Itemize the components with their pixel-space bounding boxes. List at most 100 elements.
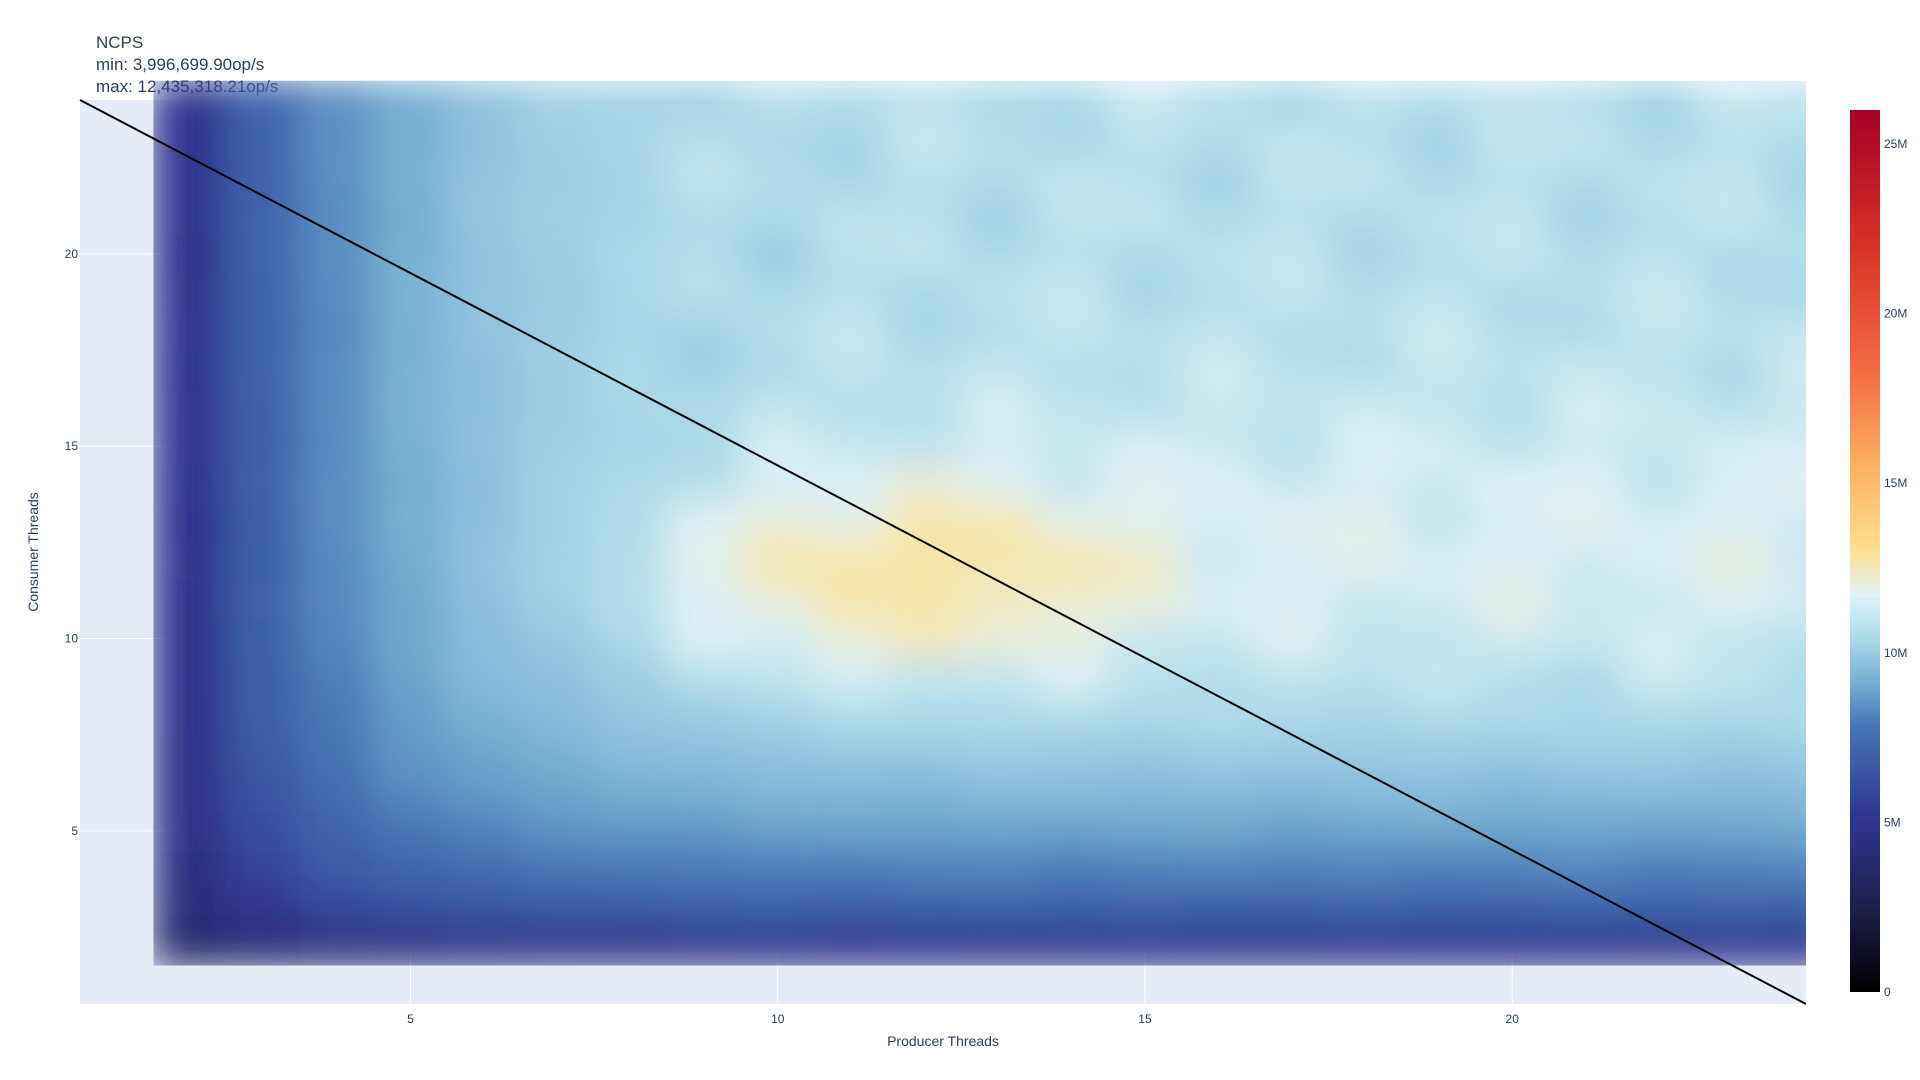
heatmap-cell bbox=[1621, 849, 1697, 890]
heatmap-cell bbox=[1327, 733, 1404, 775]
heatmap-cell bbox=[1180, 502, 1257, 544]
heatmap-cell bbox=[1694, 195, 1771, 236]
colorbar-tick-label: 15M bbox=[1884, 476, 1907, 490]
heatmap-cell bbox=[666, 118, 743, 159]
heatmap-cell bbox=[446, 80, 522, 121]
heatmap-cell bbox=[372, 272, 449, 313]
heatmap-cell bbox=[1107, 618, 1183, 659]
heatmap-cell bbox=[1254, 272, 1330, 313]
heatmap-cell bbox=[1474, 464, 1550, 505]
heatmap-cell bbox=[225, 156, 302, 198]
heatmap-cell bbox=[1254, 195, 1330, 236]
heatmap-cell bbox=[153, 810, 228, 852]
heatmap-cell bbox=[1401, 849, 1477, 890]
heatmap-cell bbox=[519, 272, 596, 313]
heatmap-cell bbox=[299, 541, 375, 582]
heatmap-cell bbox=[1547, 733, 1624, 775]
heatmap-cell bbox=[1327, 810, 1404, 852]
heatmap-cell bbox=[1327, 464, 1404, 505]
heatmap-cell bbox=[1327, 195, 1404, 236]
heatmap-cell bbox=[225, 387, 302, 428]
heatmap-cell bbox=[153, 195, 228, 236]
heatmap-cell-group bbox=[153, 80, 1807, 966]
heatmap-cell bbox=[1327, 118, 1404, 159]
heatmap-cell bbox=[1327, 772, 1404, 813]
heatmap-cell bbox=[1107, 541, 1183, 582]
heatmap-cell bbox=[372, 695, 449, 736]
heatmap-cell bbox=[960, 733, 1036, 775]
heatmap-cell bbox=[666, 541, 743, 582]
heatmap-cell bbox=[1033, 849, 1110, 890]
heatmap-cell bbox=[593, 926, 669, 966]
heatmap-cell bbox=[1768, 80, 1807, 121]
heatmap-cell bbox=[1621, 618, 1697, 659]
heatmap-cell bbox=[446, 272, 522, 313]
heatmap-cell bbox=[372, 502, 449, 544]
heatmap-cell bbox=[1694, 464, 1771, 505]
heatmap-cell bbox=[1254, 464, 1330, 505]
heatmap-cell bbox=[1768, 233, 1807, 275]
heatmap-cell bbox=[1547, 695, 1624, 736]
heatmap-cell bbox=[1327, 618, 1404, 659]
heatmap-cell bbox=[1694, 618, 1771, 659]
heatmap-cell bbox=[1768, 195, 1807, 236]
heatmap-cell bbox=[1621, 502, 1697, 544]
heatmap-cell bbox=[666, 926, 743, 966]
colorbar-tick-label: 5M bbox=[1884, 815, 1901, 829]
heatmap-cell bbox=[1107, 272, 1183, 313]
heatmap-cell bbox=[666, 80, 743, 121]
heatmap-cell bbox=[1107, 233, 1183, 275]
heatmap-cell bbox=[960, 656, 1036, 698]
heatmap-cell bbox=[1474, 656, 1550, 698]
x-tick-label: 5 bbox=[407, 1012, 414, 1026]
heatmap-cell bbox=[1547, 772, 1624, 813]
heatmap-cell bbox=[1474, 733, 1550, 775]
heatmap-cell bbox=[1474, 887, 1550, 929]
heatmap-cell bbox=[1694, 118, 1771, 159]
heatmap-cell bbox=[1327, 887, 1404, 929]
heatmap-cell bbox=[1254, 118, 1330, 159]
heatmap-cell bbox=[960, 618, 1036, 659]
heatmap-cell bbox=[1621, 772, 1697, 813]
y-axis-title: Consumer Threads bbox=[25, 492, 41, 612]
heatmap-cell bbox=[1033, 310, 1110, 352]
heatmap-cell bbox=[1474, 926, 1550, 966]
chart-title: NCPS bbox=[96, 33, 144, 52]
heatmap-cell bbox=[593, 464, 669, 505]
heatmap-cell bbox=[1768, 849, 1807, 890]
heatmap-cell bbox=[446, 233, 522, 275]
heatmap-cell bbox=[1107, 733, 1183, 775]
heatmap-cell bbox=[1768, 733, 1807, 775]
heatmap-cell bbox=[446, 195, 522, 236]
heatmap-cell bbox=[593, 541, 669, 582]
heatmap-cell bbox=[1254, 926, 1330, 966]
heatmap-cell bbox=[299, 80, 375, 121]
heatmap-cell bbox=[593, 656, 669, 698]
heatmap-cell bbox=[1547, 310, 1624, 352]
heatmap-cell bbox=[1107, 926, 1183, 966]
heatmap-cell bbox=[299, 926, 375, 966]
heatmap-cell bbox=[153, 656, 228, 698]
heatmap-cell bbox=[1107, 502, 1183, 544]
heatmap-cell bbox=[1180, 695, 1257, 736]
heatmap-cell bbox=[1033, 887, 1110, 929]
heatmap-cell bbox=[153, 849, 228, 890]
heatmap-cell bbox=[1180, 810, 1257, 852]
heatmap-cell bbox=[1107, 310, 1183, 352]
heatmap-cell bbox=[593, 772, 669, 813]
heatmap-cell bbox=[960, 810, 1036, 852]
heatmap-cell bbox=[153, 233, 228, 275]
heatmap-cell bbox=[1547, 195, 1624, 236]
heatmap-cell bbox=[153, 387, 228, 428]
heatmap-cell bbox=[1768, 425, 1807, 467]
heatmap-cell bbox=[1180, 887, 1257, 929]
heatmap-cell bbox=[1107, 579, 1183, 621]
heatmap-cell bbox=[1768, 310, 1807, 352]
heatmap-cell bbox=[372, 118, 449, 159]
colorbar bbox=[1850, 110, 1880, 992]
heatmap-cell bbox=[1621, 810, 1697, 852]
heatmap-cell bbox=[1401, 579, 1477, 621]
heatmap-cell bbox=[1768, 272, 1807, 313]
heatmap-cell bbox=[1327, 695, 1404, 736]
heatmap-cell bbox=[153, 541, 228, 582]
